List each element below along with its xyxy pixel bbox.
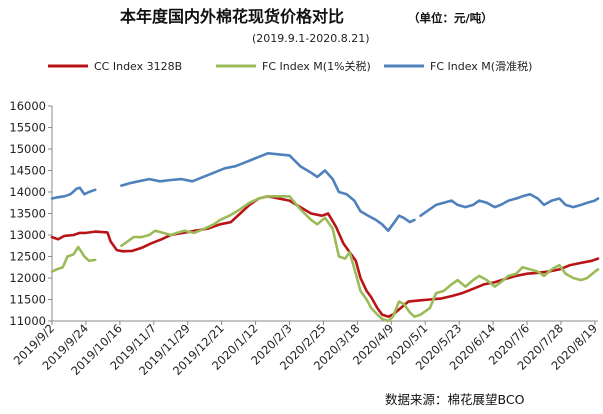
chart-unit: （单位：元/吨） bbox=[408, 11, 493, 25]
data-source: 数据来源：棉花展望BCO bbox=[385, 392, 525, 407]
x-axis: 2019/9/22019/9/242019/10/162019/11/72019… bbox=[11, 320, 600, 378]
y-tick-label: 15000 bbox=[9, 142, 46, 156]
series-line-2-seg-1 bbox=[120, 152, 416, 232]
y-tick-label: 15500 bbox=[9, 121, 46, 135]
chart-subtitle: (2019.9.1-2020.8.21) bbox=[252, 32, 370, 45]
y-tick-label: 14000 bbox=[9, 185, 46, 199]
y-tick-label: 11000 bbox=[9, 314, 46, 328]
legend-label: FC Index M(滑准税) bbox=[430, 59, 532, 73]
chart-title: 本年度国内外棉花现货价格对比 bbox=[120, 7, 344, 26]
y-tick-label: 16000 bbox=[9, 99, 46, 113]
series-line-1-seg-0 bbox=[50, 245, 97, 273]
plot-lines bbox=[50, 152, 600, 323]
legend-label: CC Index 3128B bbox=[94, 60, 182, 73]
y-tick-label: 12500 bbox=[9, 250, 46, 264]
series-line-0-seg-0 bbox=[50, 195, 600, 319]
y-tick-label: 11500 bbox=[9, 293, 46, 307]
series-line-2-seg-0 bbox=[50, 186, 97, 200]
series-line-2-seg-2 bbox=[419, 192, 600, 217]
y-tick-label: 14500 bbox=[9, 164, 46, 178]
series-line-1-seg-1 bbox=[120, 195, 600, 323]
y-tick-label: 13500 bbox=[9, 207, 46, 221]
y-tick-label: 13000 bbox=[9, 228, 46, 242]
y-axis: 11000 11500 12000 12500 13000 13500 14000 14500… bbox=[9, 99, 53, 328]
y-tick-label: 12000 bbox=[9, 271, 46, 285]
legend-label: FC Index M(1%关税) bbox=[262, 59, 371, 73]
legend: CC Index 3128B FC Index M(1%关税) FC Index M… bbox=[48, 59, 532, 73]
